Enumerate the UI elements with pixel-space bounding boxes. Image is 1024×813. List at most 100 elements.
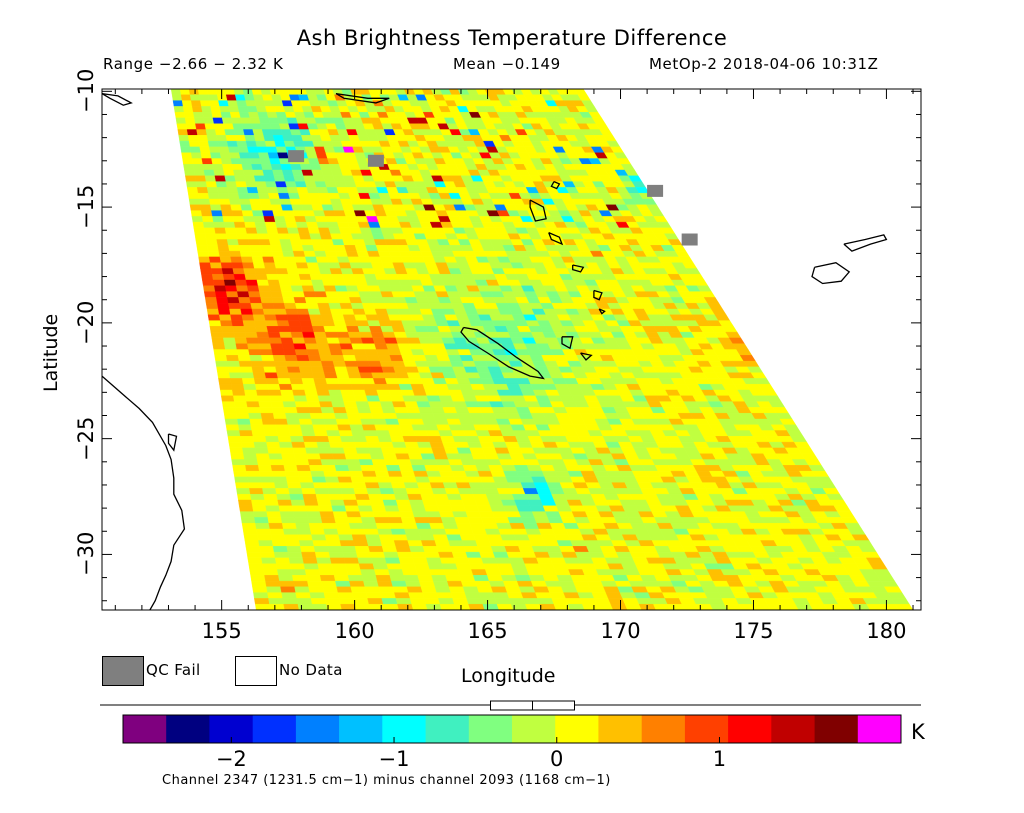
swath-cell [255,326,269,333]
swath-cell [325,378,340,385]
swath-cell [322,523,338,530]
swath-cell [432,413,448,420]
swath-cell [241,164,254,171]
swath-cell [269,528,285,535]
swath-cell [376,314,391,321]
swath-cell [464,401,480,408]
swath-cell [253,320,268,327]
swath-cell [230,204,243,211]
swath-cell [419,580,436,587]
swath-cell [186,129,198,136]
swath-cell [221,326,234,333]
swath-cell [366,488,382,495]
swath-cell [308,407,323,414]
swath-cell [246,401,261,408]
swath-cell [309,233,322,240]
swath-cell [516,540,533,547]
swath-cell [315,256,329,263]
swath-cell [275,146,288,153]
swath-cell [248,111,260,119]
swath-cell [565,528,583,535]
swath-cell [414,326,429,333]
swath-cell [339,540,356,547]
swath-cell [604,557,622,564]
swath-cell [330,308,344,315]
colorbar-slider[interactable] [490,700,576,711]
swath-cell [329,349,344,356]
swath-cell [409,343,424,350]
swath-cell [323,470,339,478]
swath-cell [175,117,187,124]
swath-cell [256,279,270,286]
swath-cell [446,534,463,541]
swath-cell [373,378,388,385]
swath-cell [259,546,275,553]
swath-cell [332,360,347,368]
swath-cell [328,494,344,501]
swath-cell [445,575,462,582]
swath-cell [368,447,384,454]
swath-cell [422,384,438,391]
swath-cell [393,540,410,547]
swath-cell [323,372,338,379]
swath-cell [377,528,393,535]
swath-cell [442,407,458,414]
swath-cell [298,192,311,200]
swath-cell [496,488,513,495]
swath-cell [256,331,270,339]
swath-cell [292,250,306,258]
swath-cell [212,164,224,171]
swath-cell [281,395,296,402]
swath-cell [336,586,353,593]
swath-cell [498,569,516,576]
swath-cell [391,580,408,587]
swath-cell [579,499,597,506]
swath-cell [398,557,415,564]
qc-fail-cell [681,233,698,246]
swath-cell [281,592,298,599]
swath-cell [225,181,238,188]
colorbar-segment [382,715,426,743]
swath-cell [518,586,536,593]
swath-cell [493,413,509,420]
swath-cell [242,320,256,327]
range-text: Range −2.66 − 2.32 K [103,55,284,73]
swath-cell [220,389,234,396]
swath-cell [522,557,539,564]
swath-cell [374,343,389,350]
swath-cell [436,424,452,431]
swath-cell [637,569,655,576]
swath-cell [432,378,448,385]
swath-cell [524,563,542,570]
swath-cell [380,540,396,547]
swath-cell [308,268,322,275]
swath-cell [581,534,599,541]
swath-cell [323,326,337,333]
swath-cell [227,360,241,368]
swath-cell [356,499,372,506]
swath-cell [461,424,477,431]
swath-cell [224,418,239,425]
swath-cell [366,395,381,402]
swath-cell [267,279,281,286]
swath-cell [305,447,320,454]
swath-cell [295,592,312,599]
swath-cell [340,436,355,443]
swath-cell [319,575,336,582]
swath-cell [358,459,374,466]
swath-cell [223,337,237,344]
swath-cell [337,297,352,304]
swath-cell [450,505,467,512]
swath-cell [294,349,309,356]
swath-cell [369,291,383,298]
swath-cell [478,592,496,599]
swath-cell [339,598,356,605]
swath-cell [390,482,407,489]
swath-cell [374,517,390,524]
swath-cell [464,592,482,599]
swath-cell [228,106,240,113]
colorbar-segment [425,715,470,743]
swath-cell [452,366,467,373]
swath-cell [261,129,274,136]
swath-cell [321,413,337,420]
